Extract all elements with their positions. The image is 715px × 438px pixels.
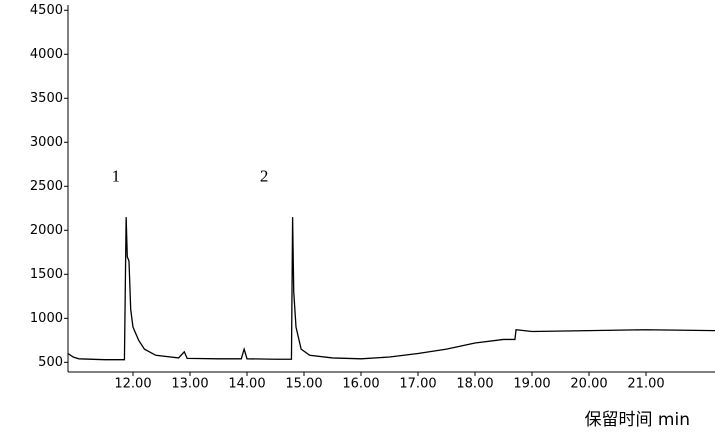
y-tick-label: 500 — [38, 355, 63, 370]
y-tick-label: 2500 — [30, 179, 63, 194]
y-tick-label: 2000 — [30, 223, 63, 238]
y-tick-label: 3000 — [30, 135, 63, 150]
x-tick-label: 14.00 — [228, 377, 265, 392]
x-tick-label: 19.00 — [513, 377, 550, 392]
x-axis-label: 保留时间 min — [585, 410, 690, 430]
x-tick-label: 17.00 — [399, 377, 436, 392]
x-tick-label: 15.00 — [285, 377, 322, 392]
peak-label: 1 — [112, 166, 121, 185]
y-tick-label: 1000 — [30, 311, 63, 326]
peak-label: 2 — [260, 166, 269, 185]
y-tick-label: 1500 — [30, 267, 63, 282]
x-tick-label: 13.00 — [171, 377, 208, 392]
y-tick-label: 4500 — [30, 3, 63, 18]
x-tick-label: 16.00 — [342, 377, 379, 392]
x-tick-label: 12.00 — [114, 377, 151, 392]
y-tick-label: 3500 — [30, 91, 63, 106]
x-tick-label: 18.00 — [456, 377, 493, 392]
x-tick-label: 21.00 — [627, 377, 664, 392]
chromatogram-line — [67, 217, 715, 361]
x-tick-label: 20.00 — [570, 377, 607, 392]
y-tick-label: 4000 — [30, 47, 63, 62]
